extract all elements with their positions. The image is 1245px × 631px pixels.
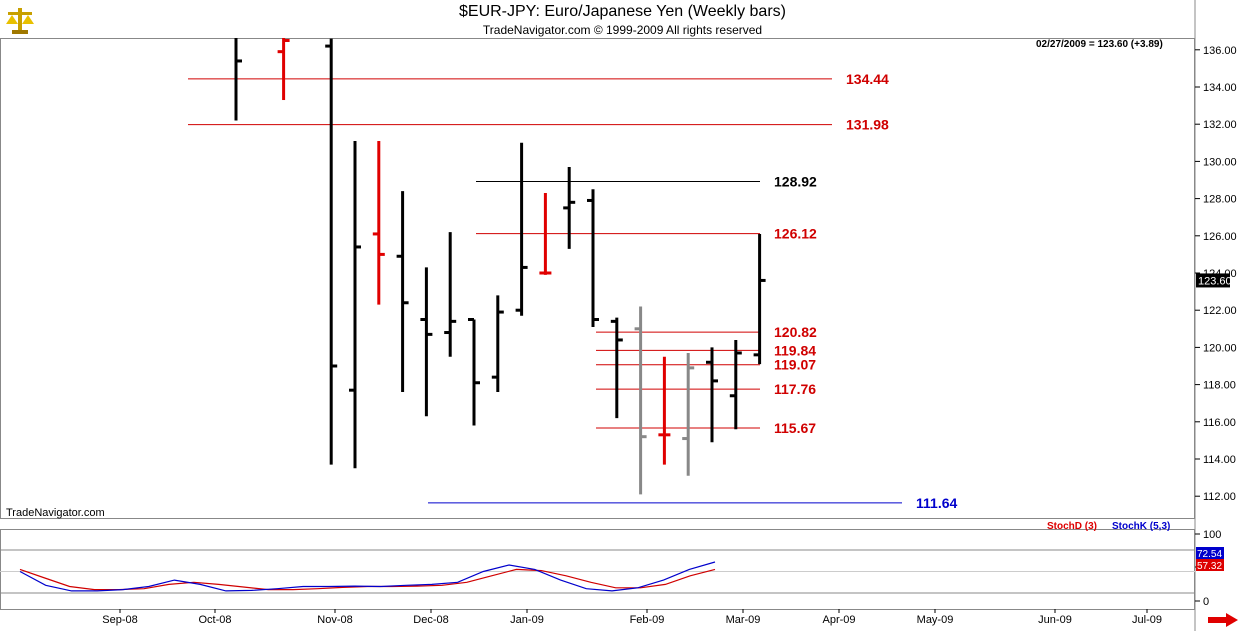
stoch-tick-label: 100 xyxy=(1203,529,1221,541)
x-tick-label: Mar-09 xyxy=(726,614,761,626)
x-tick-label: Nov-08 xyxy=(317,614,352,626)
price-tick-label: 122.00 xyxy=(1203,305,1237,317)
ohlc-bar xyxy=(277,38,290,101)
price-tick-label: 118.00 xyxy=(1203,380,1236,392)
x-tick-label: Apr-09 xyxy=(822,614,855,626)
chart-title: $EUR-JPY: Euro/Japanese Yen (Weekly bars… xyxy=(459,3,786,20)
x-tick-label: Jul-09 xyxy=(1132,614,1162,626)
level-label: 119.07 xyxy=(774,357,816,373)
x-tick-label: Sep-08 xyxy=(102,614,137,626)
legend-stoch-d: StochD (3) xyxy=(1047,521,1097,532)
price-tick-label: 130.00 xyxy=(1203,156,1237,168)
stoch-k-badge xyxy=(1196,547,1224,559)
ohlc-bar xyxy=(234,38,242,121)
ohlc-bar xyxy=(325,38,338,465)
price-tick-label: 132.00 xyxy=(1203,119,1237,131)
ohlc-bar xyxy=(563,166,576,249)
scales-icon[interactable] xyxy=(4,4,36,36)
level-label: 111.64 xyxy=(916,495,957,511)
stoch-tick-label: 0 xyxy=(1203,596,1209,608)
x-tick-label: Oct-08 xyxy=(198,614,231,626)
ohlc-bar xyxy=(539,193,552,275)
legend-stoch-k: StochK (5,3) xyxy=(1112,521,1171,532)
price-tick-label: 112.00 xyxy=(1203,491,1236,503)
last-price-label: 123.60 xyxy=(1198,275,1232,287)
ohlc-bar xyxy=(444,232,457,357)
watermark: TradeNavigator.com xyxy=(6,507,105,519)
last-bar-info: 02/27/2009 = 123.60 (+3.89) xyxy=(1036,39,1163,50)
ohlc-bar xyxy=(372,140,385,305)
x-tick-label: Jun-09 xyxy=(1038,614,1072,626)
level-label: 115.67 xyxy=(774,420,816,436)
ohlc-bar xyxy=(729,339,742,430)
x-tick-label: Dec-08 xyxy=(413,614,448,626)
ohlc-bar xyxy=(396,191,409,393)
level-label: 134.44 xyxy=(846,71,889,87)
copyright-text: TradeNavigator.com © 1999-2009 All right… xyxy=(482,23,763,37)
ohlc-bar xyxy=(491,295,504,393)
level-label: 126.12 xyxy=(774,226,817,242)
stoch-k-line xyxy=(19,561,716,592)
scroll-right-icon[interactable] xyxy=(1208,613,1238,627)
price-tick-label: 120.00 xyxy=(1203,342,1237,354)
price-tick-label: 114.00 xyxy=(1203,454,1236,466)
level-label: 117.76 xyxy=(774,381,816,397)
ohlc-bar xyxy=(468,318,480,426)
price-tick-label: 134.00 xyxy=(1203,82,1237,94)
ohlc-bar xyxy=(634,306,647,495)
stoch-d-value: 57.32 xyxy=(1197,561,1222,572)
level-label: 131.98 xyxy=(846,117,889,133)
price-tick-label: 126.00 xyxy=(1203,231,1237,243)
x-tick-label: Jan-09 xyxy=(510,614,544,626)
level-label: 119.84 xyxy=(774,342,816,358)
ohlc-bar xyxy=(515,142,528,316)
price-tick-label: 116.00 xyxy=(1203,417,1236,429)
ohlc-bar xyxy=(420,267,433,417)
ohlc-bar xyxy=(658,356,671,465)
ohlc-bar xyxy=(587,189,599,327)
level-label: 128.92 xyxy=(774,173,817,189)
price-tick-label: 128.00 xyxy=(1203,194,1237,206)
x-tick-label: Feb-09 xyxy=(630,614,665,626)
level-label: 120.82 xyxy=(774,324,817,340)
ohlc-bar xyxy=(753,233,766,365)
ohlc-bar xyxy=(706,347,718,443)
last-price-badge xyxy=(1196,273,1230,288)
ohlc-bar xyxy=(349,140,361,469)
stoch-panel-border xyxy=(0,529,1195,610)
stoch-k-value: 72.54 xyxy=(1197,549,1222,560)
ohlc-bar xyxy=(610,317,623,419)
stoch-d-badge xyxy=(1196,559,1224,571)
price-panel-border xyxy=(0,38,1195,519)
ohlc-bar xyxy=(682,352,695,476)
x-tick-label: May-09 xyxy=(917,614,954,626)
price-tick-label: 136.00 xyxy=(1203,45,1237,57)
